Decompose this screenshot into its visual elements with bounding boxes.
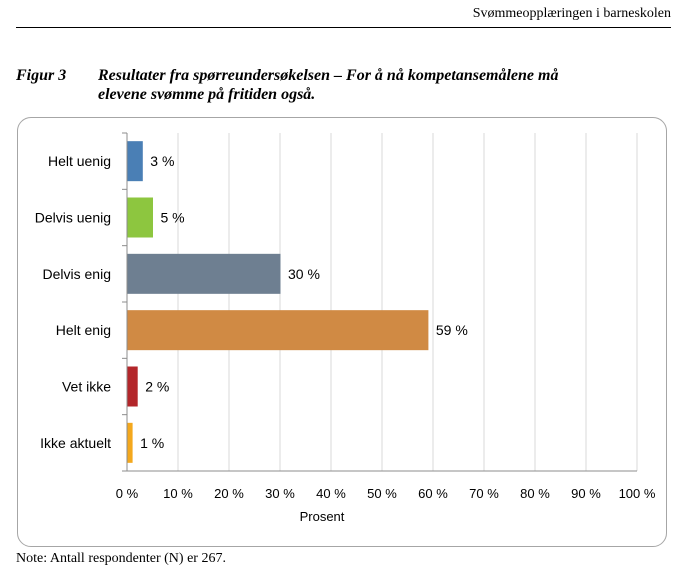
figure-label: Figur 3 (16, 67, 67, 84)
bar (127, 141, 143, 182)
x-tick-label: 0 % (116, 486, 139, 501)
x-tick-label: 20 % (214, 486, 244, 501)
y-category-label: Helt enig (56, 322, 111, 338)
header-rule (16, 27, 671, 28)
figure-caption: Figur 3 Resultater fra spørreundersøkelse… (16, 66, 666, 104)
chart-frame (17, 117, 667, 547)
bars: 3 % 5 % 30 % 59 % 2 % 1 % (127, 141, 468, 463)
figure-caption-line2: elevene svømme på fritiden også. (98, 86, 316, 103)
bar (127, 422, 133, 463)
data-label: 5 % (161, 210, 185, 226)
data-label: 30 % (288, 266, 320, 282)
data-label: 1 % (140, 435, 164, 451)
x-tick-label: 30 % (265, 486, 295, 501)
y-category-label: Delvis enig (43, 266, 111, 282)
figure-caption-line1: Resultater fra spørreundersøkelsen – For… (98, 67, 559, 84)
x-tick-label: 10 % (163, 486, 193, 501)
x-tick-label: 70 % (469, 486, 499, 501)
running-header: Svømmeopplæringen i barneskolen (472, 6, 671, 21)
x-tick-label: 50 % (367, 486, 397, 501)
x-tick-label: 60 % (418, 486, 448, 501)
bar (127, 197, 153, 238)
y-category-label: Delvis uenig (35, 210, 111, 226)
axes: 0 % 10 % 20 % 30 % 40 % 50 % 60 % 70 % 80 % 90 % 1… (35, 132, 656, 524)
grid-lines (177, 133, 638, 471)
bar (127, 366, 138, 407)
bar (127, 310, 429, 351)
x-tick-label: 40 % (316, 486, 346, 501)
bar (127, 253, 281, 294)
x-tick-label: 80 % (520, 486, 550, 501)
figure-note: Note: Antall respondenter (N) er 267. (16, 551, 226, 566)
y-category-label: Vet ikke (62, 379, 111, 395)
x-tick-label: 90 % (571, 486, 601, 501)
y-category-label: Ikke aktuelt (40, 435, 111, 451)
x-axis-title: Prosent (300, 509, 345, 524)
data-label: 2 % (145, 379, 169, 395)
data-label: 3 % (150, 153, 174, 169)
y-category-label: Helt uenig (48, 153, 111, 169)
data-label: 59 % (436, 322, 468, 338)
x-tick-label: 100 % (619, 486, 656, 501)
